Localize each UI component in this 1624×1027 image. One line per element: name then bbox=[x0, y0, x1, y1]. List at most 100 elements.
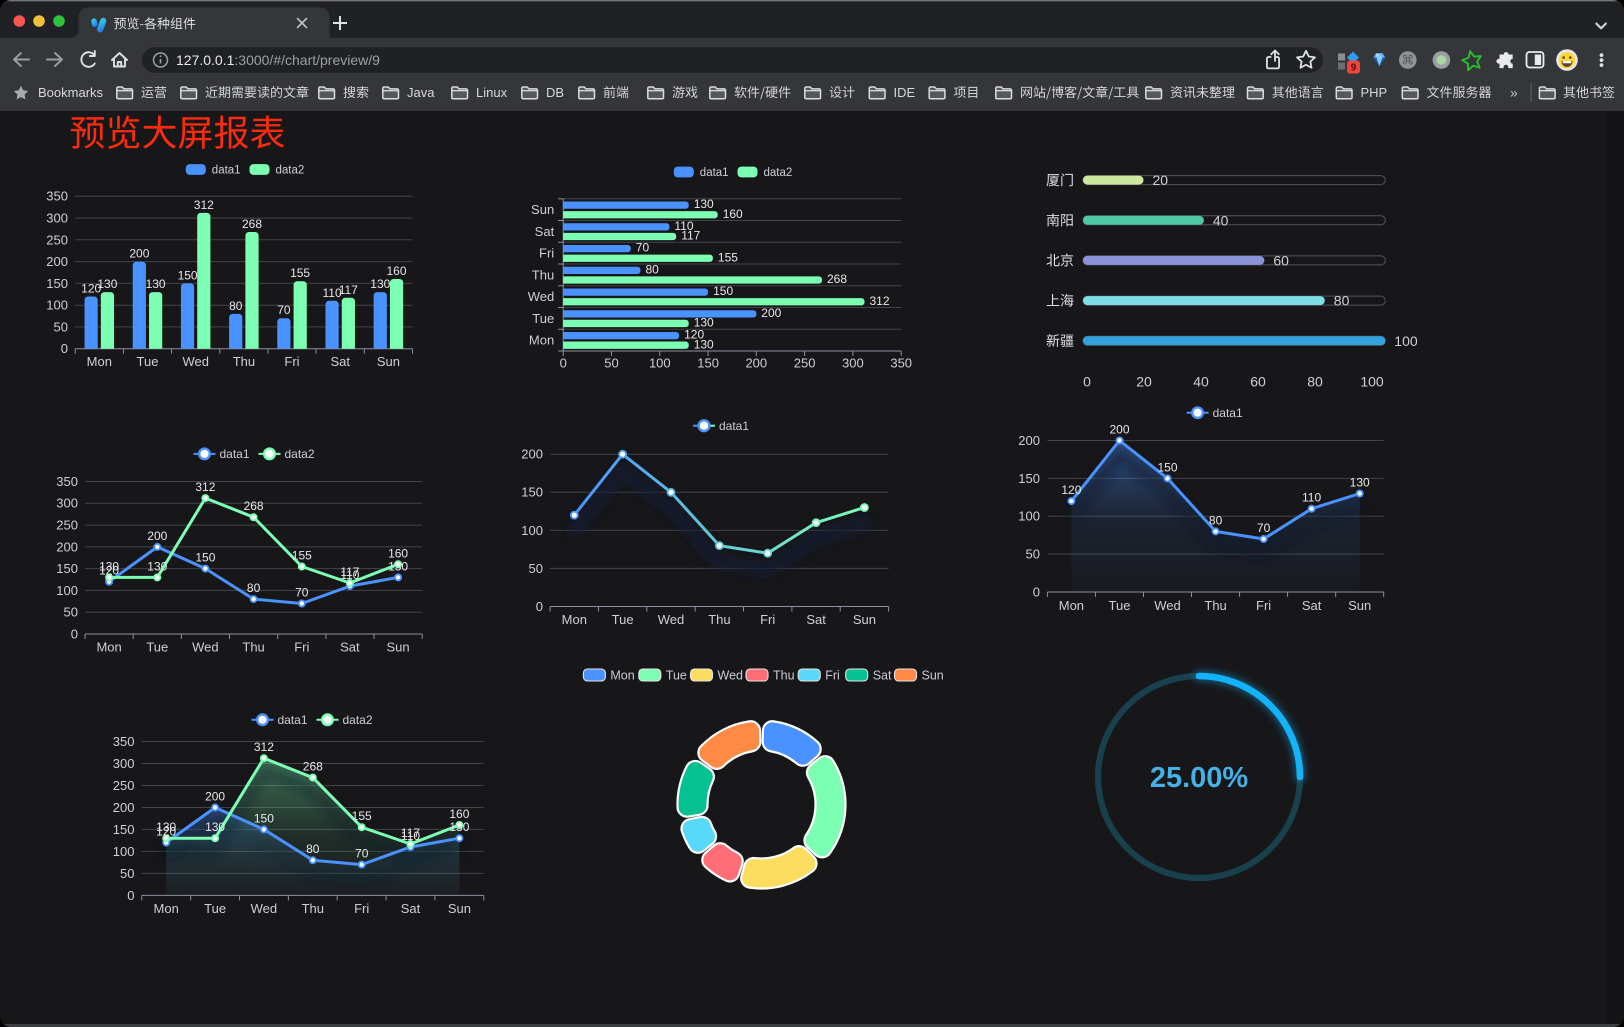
svg-text:data1: data1 bbox=[278, 713, 308, 727]
svg-text:200: 200 bbox=[129, 247, 149, 261]
svg-text:250: 250 bbox=[46, 232, 68, 247]
svg-text:160: 160 bbox=[386, 264, 406, 278]
svg-text:200: 200 bbox=[521, 447, 543, 462]
svg-text:130: 130 bbox=[99, 559, 119, 573]
svg-text:200: 200 bbox=[1109, 423, 1129, 437]
svg-text:250: 250 bbox=[56, 518, 78, 533]
svg-text:200: 200 bbox=[761, 306, 781, 320]
svg-text:0: 0 bbox=[560, 356, 567, 371]
svg-text:0: 0 bbox=[127, 888, 134, 903]
svg-text:100: 100 bbox=[521, 523, 543, 538]
svg-text:80: 80 bbox=[247, 581, 261, 595]
svg-text:25.00%: 25.00% bbox=[1150, 762, 1249, 794]
svg-text:110: 110 bbox=[674, 219, 693, 233]
svg-text:150: 150 bbox=[713, 284, 733, 298]
svg-text:Sun: Sun bbox=[531, 202, 554, 217]
svg-text:100: 100 bbox=[113, 844, 135, 859]
svg-text:Fri: Fri bbox=[1256, 598, 1271, 613]
svg-text:20: 20 bbox=[1153, 172, 1169, 188]
svg-text:117: 117 bbox=[681, 229, 700, 243]
svg-text:50: 50 bbox=[529, 561, 543, 576]
svg-text:120: 120 bbox=[156, 825, 176, 839]
svg-text:Sat: Sat bbox=[1302, 598, 1322, 613]
svg-text:200: 200 bbox=[1018, 433, 1040, 448]
svg-text:0: 0 bbox=[536, 599, 543, 614]
svg-text:120: 120 bbox=[99, 564, 119, 578]
svg-text:data2: data2 bbox=[276, 165, 305, 177]
svg-text:Sun: Sun bbox=[377, 354, 400, 369]
svg-text:130: 130 bbox=[694, 316, 714, 330]
svg-text:350: 350 bbox=[890, 356, 912, 371]
svg-text:250: 250 bbox=[794, 356, 816, 371]
svg-text:DB: DB bbox=[546, 85, 564, 100]
svg-text:60: 60 bbox=[1250, 374, 1266, 390]
svg-text:data1: data1 bbox=[700, 167, 729, 179]
svg-text:130: 130 bbox=[449, 820, 469, 834]
svg-text:150: 150 bbox=[195, 551, 215, 565]
svg-text:Wed: Wed bbox=[182, 354, 209, 369]
svg-text:Thu: Thu bbox=[302, 901, 324, 916]
svg-text:350: 350 bbox=[56, 474, 78, 489]
svg-text:Mon: Mon bbox=[154, 901, 179, 916]
svg-text:160: 160 bbox=[723, 207, 743, 221]
svg-text:200: 200 bbox=[147, 529, 167, 543]
svg-text:50: 50 bbox=[120, 866, 134, 881]
svg-text:50: 50 bbox=[604, 356, 618, 371]
svg-text:312: 312 bbox=[254, 740, 274, 754]
svg-text:250: 250 bbox=[113, 778, 135, 793]
svg-text:Thu: Thu bbox=[773, 669, 795, 683]
svg-text:130: 130 bbox=[147, 559, 167, 573]
svg-text:Fri: Fri bbox=[284, 354, 299, 369]
svg-text:80: 80 bbox=[1334, 293, 1350, 309]
svg-text:130: 130 bbox=[146, 277, 166, 291]
svg-text:data1: data1 bbox=[1213, 406, 1243, 420]
svg-text:117: 117 bbox=[340, 565, 359, 579]
svg-text:268: 268 bbox=[827, 272, 847, 286]
svg-text:PHP: PHP bbox=[1361, 85, 1388, 100]
svg-text:Sat: Sat bbox=[340, 640, 360, 655]
svg-text:350: 350 bbox=[113, 734, 135, 749]
svg-text:155: 155 bbox=[292, 549, 312, 563]
svg-text:Thu: Thu bbox=[708, 612, 730, 627]
svg-text:0: 0 bbox=[71, 626, 78, 641]
svg-text:150: 150 bbox=[113, 822, 135, 837]
svg-text:data1: data1 bbox=[220, 447, 250, 461]
svg-text::3000/#/chart/preview/9: :3000/#/chart/preview/9 bbox=[234, 52, 380, 68]
svg-text:IDE: IDE bbox=[894, 85, 916, 100]
svg-text:Wed: Wed bbox=[528, 289, 555, 304]
svg-text:data1: data1 bbox=[212, 165, 241, 177]
svg-text:150: 150 bbox=[521, 485, 543, 500]
svg-text:300: 300 bbox=[56, 496, 78, 511]
svg-text:Tue: Tue bbox=[612, 612, 634, 627]
svg-text:Wed: Wed bbox=[251, 901, 278, 916]
svg-text:100: 100 bbox=[1360, 374, 1384, 390]
svg-text:130: 130 bbox=[1350, 476, 1370, 490]
svg-text:80: 80 bbox=[229, 299, 243, 313]
svg-text:70: 70 bbox=[277, 303, 291, 317]
svg-text:Sun: Sun bbox=[922, 669, 944, 683]
svg-text:150: 150 bbox=[56, 561, 78, 576]
svg-text:Thu: Thu bbox=[242, 640, 264, 655]
svg-text:268: 268 bbox=[242, 217, 262, 231]
svg-text:Sat: Sat bbox=[873, 669, 892, 683]
svg-text:⌘: ⌘ bbox=[1401, 53, 1414, 68]
svg-text:110: 110 bbox=[401, 829, 420, 843]
svg-text:Thu: Thu bbox=[532, 267, 554, 282]
svg-text:200: 200 bbox=[205, 790, 225, 804]
svg-text:155: 155 bbox=[290, 266, 310, 280]
svg-text:Thu: Thu bbox=[1204, 598, 1226, 613]
svg-text:Fri: Fri bbox=[539, 246, 554, 261]
svg-text:60: 60 bbox=[1273, 252, 1289, 268]
svg-text:Sat: Sat bbox=[535, 224, 555, 239]
svg-text:127.0.0.1: 127.0.0.1 bbox=[176, 52, 235, 68]
svg-text:Tue: Tue bbox=[204, 901, 226, 916]
svg-text:data2: data2 bbox=[343, 713, 373, 727]
svg-text:Tue: Tue bbox=[146, 640, 168, 655]
svg-text:160: 160 bbox=[449, 807, 469, 821]
svg-text:100: 100 bbox=[1394, 333, 1418, 349]
svg-text:20: 20 bbox=[1136, 374, 1152, 390]
svg-text:160: 160 bbox=[388, 546, 408, 560]
svg-text:300: 300 bbox=[46, 211, 68, 226]
svg-text:200: 200 bbox=[56, 539, 78, 554]
svg-text:130: 130 bbox=[370, 277, 390, 291]
